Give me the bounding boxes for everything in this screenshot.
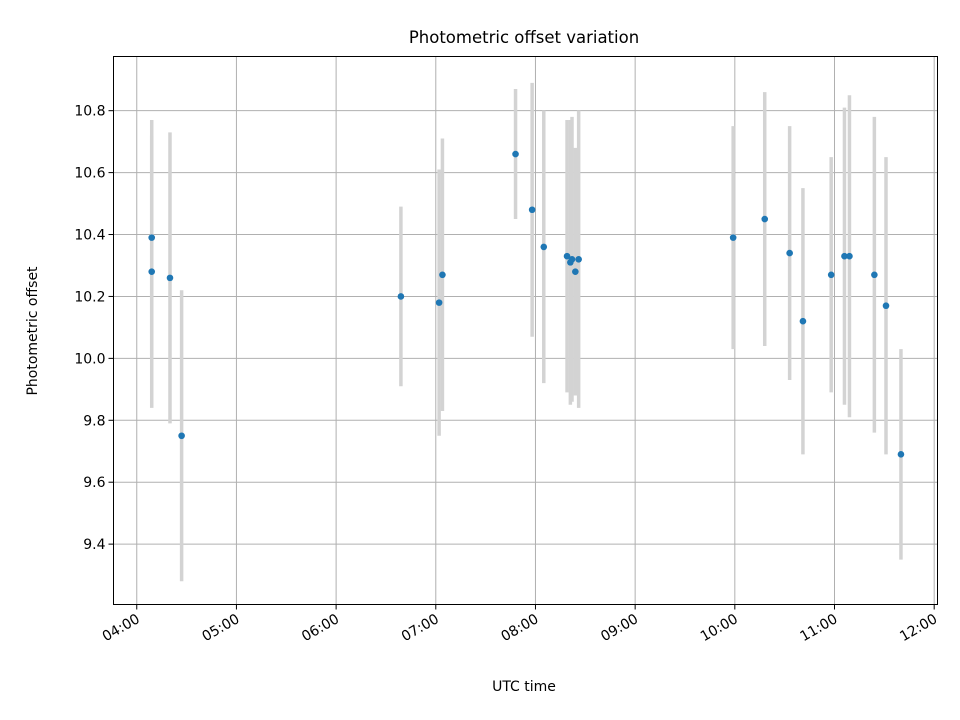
data-points <box>148 150 905 458</box>
x-axis-ticks: 04:00 05:00 06:00 07:00 08:00 09:00 10:00 11:00… <box>100 604 940 645</box>
data-point <box>882 302 890 310</box>
data-point <box>871 271 878 279</box>
error-bars <box>149 82 903 582</box>
data-point <box>439 271 446 279</box>
x-tick-label: 09:00 <box>598 611 641 645</box>
data-point <box>435 299 443 306</box>
x-tick-label: 04:00 <box>100 611 143 645</box>
data-point <box>512 150 519 158</box>
data-point <box>761 215 769 223</box>
y-tick-label: 10.4 <box>74 228 105 244</box>
x-tick-label: 07:00 <box>399 611 442 645</box>
grid-lines <box>113 56 938 605</box>
data-point <box>827 271 835 279</box>
y-tick-label: 10.6 <box>74 166 105 182</box>
data-point <box>846 252 853 260</box>
y-axis-ticks: 9.4 9.6 9.8 10.0 10.2 10.4 10.6 10.8 <box>74 104 114 553</box>
y-tick-label: 10.8 <box>74 104 105 120</box>
data-point <box>799 317 807 325</box>
data-point <box>575 255 582 263</box>
data-point <box>729 234 737 241</box>
data-point <box>897 451 905 458</box>
x-axis-label: UTC time <box>492 679 556 695</box>
data-point <box>397 293 405 300</box>
data-point <box>568 255 576 263</box>
data-point <box>148 268 156 275</box>
x-tick-label: 12:00 <box>897 611 940 645</box>
chart-title: Photometric offset variation <box>409 28 639 47</box>
data-point <box>148 234 156 241</box>
x-tick-label: 08:00 <box>499 611 542 645</box>
data-point <box>178 432 185 440</box>
y-tick-label: 10.0 <box>74 351 105 367</box>
plot-area-frame <box>113 56 938 605</box>
x-tick-label: 06:00 <box>299 611 342 645</box>
y-tick-label: 9.8 <box>83 413 105 429</box>
x-tick-label: 10:00 <box>698 611 741 645</box>
data-point <box>166 274 174 282</box>
data-point <box>528 206 536 214</box>
y-tick-label: 10.2 <box>74 289 105 305</box>
x-tick-label: 11:00 <box>798 611 841 645</box>
y-axis-label: Photometric offset <box>25 266 41 396</box>
data-point <box>572 268 579 275</box>
x-tick-label: 05:00 <box>199 611 242 645</box>
y-tick-label: 9.4 <box>83 537 105 553</box>
data-point <box>841 252 848 260</box>
data-point <box>563 252 571 260</box>
data-point <box>540 243 548 251</box>
y-tick-label: 9.6 <box>83 475 105 491</box>
data-point <box>786 249 793 257</box>
